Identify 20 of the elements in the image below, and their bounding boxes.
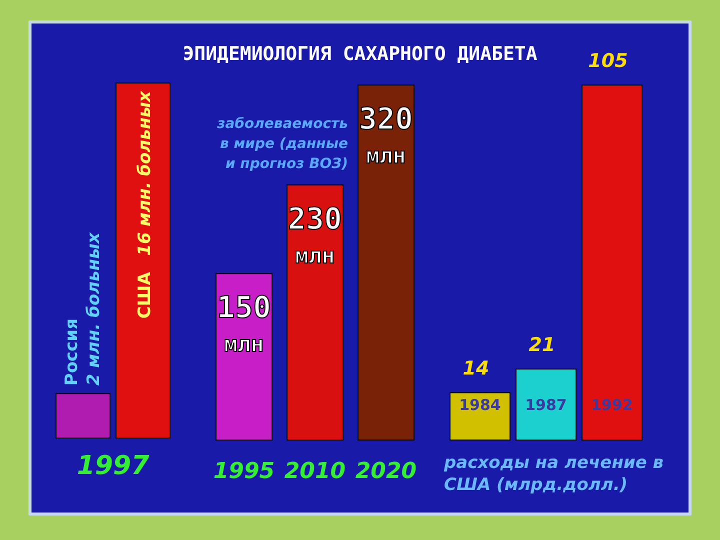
x-tick-label: 1987 — [525, 396, 567, 414]
x-tick-label: 2020 — [355, 459, 417, 484]
data-label: 230 млн — [288, 202, 342, 269]
data-label: 320 млн — [358, 102, 414, 169]
x-tick-label: 1984 — [459, 396, 501, 414]
data-label: 16 млн. больных — [135, 90, 155, 256]
data-label: 14 — [462, 358, 490, 380]
data-label: 21 — [528, 334, 556, 356]
x-tick-label: США — [135, 271, 155, 319]
x-tick-label: 1992 — [591, 396, 633, 414]
x-tick-label: 1995 — [213, 459, 275, 484]
annotation: заболеваемость в мире (данные и прогноз ВОЗ) — [216, 116, 348, 172]
x-axis-title: 1997 — [76, 451, 150, 481]
chart-title: ЭПИДЕМИОЛОГИЯ САХАРНОГО ДИАБЕТА — [182, 43, 538, 65]
data-label: 2 млн. больных — [84, 232, 104, 386]
data-label: 105 — [588, 50, 628, 72]
data-label: 150 млн — [216, 290, 272, 358]
x-tick-label: 2010 — [284, 459, 346, 484]
x-tick-label: Россия — [62, 318, 82, 386]
x-axis-title: расходы на лечение в США (млрд.долл.) — [443, 453, 664, 495]
